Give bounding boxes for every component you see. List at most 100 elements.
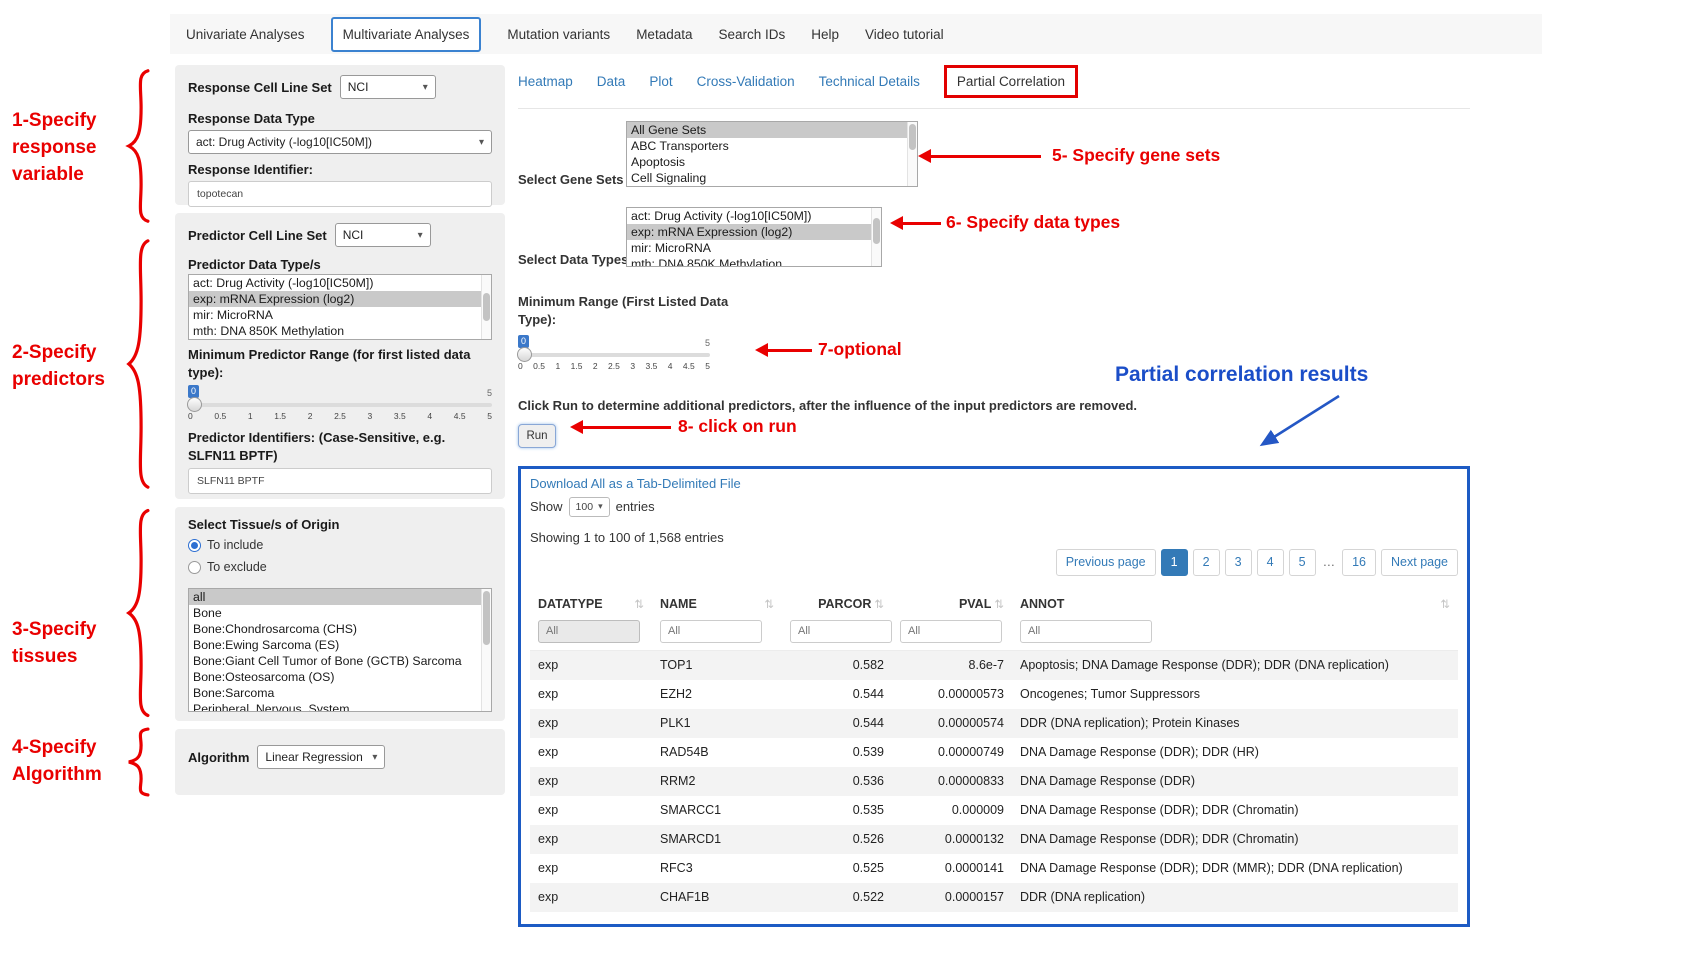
listbox-option[interactable]: mth: DNA 850K Methylation	[193, 324, 345, 338]
pagination-button[interactable]: 3	[1224, 548, 1252, 576]
scrollbar-thumb[interactable]	[483, 293, 490, 321]
slider-track[interactable]	[187, 397, 492, 413]
pagination-button[interactable]: 16	[1342, 548, 1377, 576]
annotation-step4-label: 4-Specify Algorithm	[12, 737, 102, 785]
filter-input-datatype[interactable]	[538, 619, 640, 643]
filter-input-pval[interactable]	[900, 619, 1002, 643]
nav-item[interactable]: Metadata	[636, 26, 693, 42]
cell-pval: 0.000009	[951, 803, 1004, 818]
results-tab[interactable]: Cross-Validation	[696, 74, 795, 89]
response-identifier-input[interactable]	[188, 181, 492, 207]
data-types-listbox[interactable]: act: Drug Activity (-log10[IC50M]) exp: …	[626, 207, 882, 267]
annotation-step2-label: 2-Specify predictors	[12, 342, 105, 390]
scrollbar[interactable]	[871, 208, 881, 266]
tissues-label: Select Tissue/s of Origin	[188, 517, 340, 532]
radio-icon[interactable]	[188, 538, 201, 552]
scrollbar-thumb[interactable]	[909, 124, 916, 150]
pagination-button[interactable]: Previous page	[1055, 548, 1156, 576]
listbox-option[interactable]: All Gene Sets	[627, 122, 907, 138]
nav-item[interactable]: Multivariate Analyses	[330, 16, 482, 52]
listbox-option[interactable]: ABC Transporters	[631, 139, 729, 153]
listbox-option[interactable]: Peripheral_Nervous_System	[193, 702, 350, 711]
scrollbar-thumb[interactable]	[873, 218, 880, 244]
scrollbar[interactable]	[907, 122, 917, 186]
results-tab[interactable]: Technical Details	[818, 74, 920, 89]
listbox-option[interactable]: Apoptosis	[631, 155, 686, 169]
listbox-option[interactable]: Bone:Sarcoma	[193, 686, 275, 700]
response-data-type-select[interactable]: act: Drug Activity (-log10[IC50M]) ▾	[188, 130, 492, 154]
cell-pval: 0.00000574	[937, 716, 1004, 731]
filter-input-name[interactable]	[660, 619, 762, 643]
sort-icon[interactable]: ⇅	[1440, 598, 1450, 611]
results-tab[interactable]: Plot	[649, 74, 673, 89]
listbox-option[interactable]: Bone:Chondrosarcoma (CHS)	[193, 622, 358, 636]
pagination-button[interactable]: 2	[1192, 548, 1220, 576]
tissue-exclude-radio[interactable]: To exclude	[188, 558, 492, 576]
nav-item[interactable]: Search IDs	[718, 26, 786, 42]
nav-item[interactable]: Univariate Analyses	[186, 26, 305, 42]
filter-input-annot[interactable]	[1020, 619, 1152, 643]
listbox-option[interactable]: all	[189, 589, 481, 605]
cell-name: EZH2	[660, 687, 692, 702]
sort-icon[interactable]: ⇅	[634, 598, 644, 611]
predictor-cell-line-set-select[interactable]: NCI ▾	[334, 223, 431, 247]
column-header[interactable]: NAME ⇅	[652, 588, 782, 620]
pagination-button[interactable]: 1	[1160, 548, 1188, 576]
filter-input-parcor[interactable]	[790, 619, 892, 643]
listbox-option[interactable]: act: Drug Activity (-log10[IC50M])	[193, 276, 374, 290]
listbox-option[interactable]: act: Drug Activity (-log10[IC50M])	[631, 209, 812, 223]
tissue-include-radio[interactable]: To include	[188, 536, 492, 554]
download-link[interactable]: Download All as a Tab-Delimited File	[530, 475, 741, 491]
listbox-option[interactable]: mir: MicroRNA	[631, 241, 711, 255]
column-header[interactable]: DATATYPE ⇅	[530, 588, 652, 620]
predictor-cell-line-set-label: Predictor Cell Line Set	[188, 227, 327, 243]
pagination-button[interactable]: 5	[1288, 548, 1316, 576]
sort-icon[interactable]: ⇅	[994, 598, 1004, 611]
page-size-select[interactable]: 100 ▾	[568, 496, 610, 517]
slider-track[interactable]	[517, 347, 710, 363]
results-tab[interactable]: Partial Correlation	[943, 65, 1078, 98]
scrollbar[interactable]	[481, 275, 491, 339]
listbox-option[interactable]: Bone:Ewing Sarcoma (ES)	[193, 638, 340, 652]
column-header[interactable]: ANNOT ⇅	[1012, 588, 1458, 620]
predictor-data-types-listbox[interactable]: act: Drug Activity (-log10[IC50M]) exp: …	[188, 274, 492, 340]
slider-tick-label: 3.5	[393, 411, 406, 422]
listbox-option[interactable]: exp: mRNA Expression (log2)	[627, 224, 871, 240]
nav-item[interactable]: Video tutorial	[865, 26, 944, 42]
pagination-button[interactable]: …	[1320, 548, 1338, 576]
column-header[interactable]: PVAL ⇅	[892, 588, 1012, 620]
listbox-option[interactable]: exp: mRNA Expression (log2)	[189, 291, 481, 307]
results-tab[interactable]: Data	[596, 74, 626, 89]
slider-handle[interactable]	[187, 397, 202, 413]
gene-sets-listbox[interactable]: All Gene Sets ABC Transporters Apoptosis…	[626, 121, 918, 187]
radio-icon[interactable]	[188, 560, 201, 574]
listbox-option[interactable]: Cell Signaling	[631, 171, 707, 185]
pagination-button[interactable]: Next page	[1381, 548, 1458, 576]
nav-item[interactable]: Mutation variants	[507, 26, 611, 42]
response-cell-line-set-select[interactable]: NCI ▾	[339, 75, 436, 99]
algorithm-select[interactable]: Linear Regression ▾	[257, 745, 386, 769]
sort-icon[interactable]: ⇅	[874, 598, 884, 611]
run-button[interactable]: Run	[518, 423, 556, 448]
min-range-slider[interactable]: 0 5 0 0.5 1 1.5 2 2.5 3 3.5 4 4.5 5	[517, 335, 710, 371]
listbox-option[interactable]: Bone	[193, 606, 222, 620]
predictor-identifiers-input[interactable]	[188, 468, 492, 495]
annotation-step7-label: 7-optional	[818, 339, 902, 359]
listbox-option[interactable]: mir: MicroRNA	[193, 308, 273, 322]
results-tab[interactable]: Heatmap	[518, 74, 573, 89]
listbox-option[interactable]: Bone:Osteosarcoma (OS)	[193, 670, 335, 684]
response-data-type-value: act: Drug Activity (-log10[IC50M])	[196, 135, 373, 149]
column-header[interactable]: PARCOR ⇅	[782, 588, 892, 620]
tissues-listbox[interactable]: all Bone Bone:Chondrosarcoma (CHS) Bone:…	[188, 588, 492, 712]
scrollbar-thumb[interactable]	[483, 591, 490, 645]
listbox-option[interactable]: Bone:Giant Cell Tumor of Bone (GCTB) Sar…	[193, 654, 462, 668]
listbox-option[interactable]: mth: DNA 850K Methylation	[631, 257, 783, 266]
table-row: exp SMARCC1 0.535 0.000009 DNA Damage Re…	[530, 796, 1458, 825]
predictor-min-range-slider[interactable]: 0 5 0 0.5 1 1.5 2 2.5 3 3.5 4 4.5 5	[187, 385, 492, 422]
pagination-button[interactable]: 4	[1256, 548, 1284, 576]
scrollbar[interactable]	[481, 589, 491, 711]
sort-icon[interactable]: ⇅	[764, 598, 774, 611]
nav-item[interactable]: Help	[811, 26, 840, 42]
slider-handle[interactable]	[517, 347, 532, 363]
dropdown-arrow-icon: ▾	[478, 136, 484, 148]
